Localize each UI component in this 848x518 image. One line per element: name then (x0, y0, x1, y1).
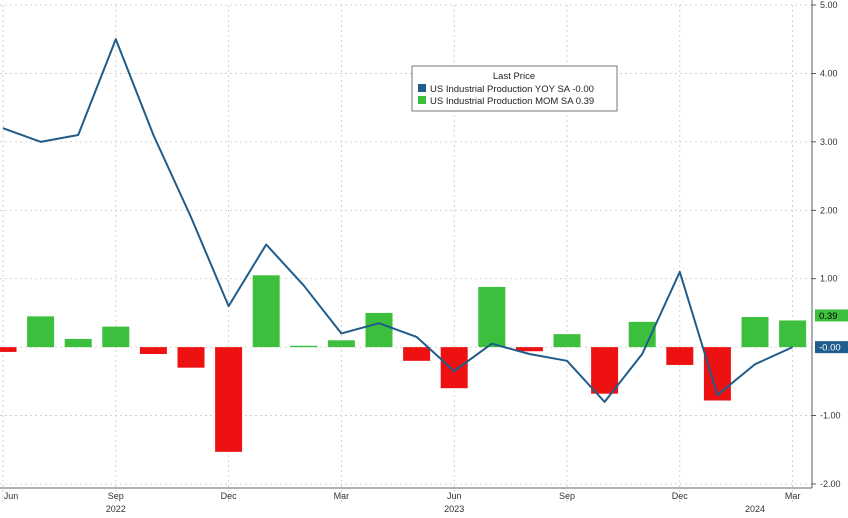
legend-box (411, 65, 618, 112)
y-tick-label: 4.00 (820, 68, 838, 78)
x-year-label: 2023 (444, 504, 464, 514)
mom-bar (102, 326, 130, 348)
legend-title: Last Price (493, 71, 535, 82)
x-tick-label: Mar (334, 491, 350, 501)
last-value-tags: 0.39 -0.00 (815, 309, 848, 354)
mom-bar (741, 317, 769, 348)
y-tick-label: 2.00 (820, 205, 838, 215)
y-tick-label: 1.00 (820, 274, 838, 284)
last-value-tag-bg (815, 341, 848, 354)
mom-bar (64, 338, 92, 348)
mom-bar (27, 316, 55, 348)
mom-bar (215, 347, 243, 452)
legend-label-yoy: US Industrial Production YOY SA -0.00 (430, 84, 594, 95)
x-tick-label: Sep (559, 491, 575, 501)
x-year-label: 2024 (745, 504, 765, 514)
x-tick-label: Dec (221, 491, 238, 501)
y-axis: 5.00 4.00 3.00 2.00 1.00 -1.00 -2.00 (811, 0, 841, 489)
mom-bar (139, 347, 167, 354)
y-tick-label: -2.00 (820, 479, 841, 489)
last-value-tag-label: -0.00 (819, 343, 841, 354)
mom-bar (478, 286, 506, 348)
legend-label-mom: US Industrial Production MOM SA 0.39 (430, 96, 594, 107)
mom-bar (779, 320, 807, 348)
y-tick-label: -1.00 (820, 411, 841, 421)
mom-bar (403, 347, 431, 361)
mom-bar (290, 345, 318, 348)
x-axis: Jun Sep Dec Mar Jun Sep Dec Mar 2022 2023 2024 (0, 487, 812, 514)
mom-bar (177, 347, 205, 368)
x-tick-label: Mar (785, 491, 801, 501)
mom-bar (515, 347, 543, 352)
y-tick-label: 5.00 (820, 0, 838, 10)
legend-swatch-yoy (418, 84, 426, 92)
last-value-tag-bg (815, 309, 848, 322)
mom-bar (553, 334, 581, 348)
mom-bar (591, 347, 619, 394)
x-tick-label: Jun (447, 491, 462, 501)
mom-bar (365, 312, 393, 348)
yoy-line (2, 38, 794, 403)
x-tick-label: Sep (108, 491, 124, 501)
x-year-label: 2022 (106, 504, 126, 514)
mom-bar (440, 347, 468, 389)
legend: Last Price US Industrial Production YOY … (411, 65, 618, 112)
mom-bars (0, 275, 807, 452)
mom-bar (252, 275, 280, 348)
mom-bar (327, 340, 355, 348)
gridlines (0, 4, 812, 504)
last-value-tag-label: 0.39 (819, 311, 838, 322)
x-tick-label: Dec (672, 491, 689, 501)
yoy-series-line (2, 38, 794, 403)
x-tick-label: Jun (4, 491, 19, 501)
y-tick-label: 3.00 (820, 137, 838, 147)
mom-bar (0, 347, 17, 352)
mom-bar (666, 347, 694, 365)
legend-swatch-mom (418, 96, 426, 104)
